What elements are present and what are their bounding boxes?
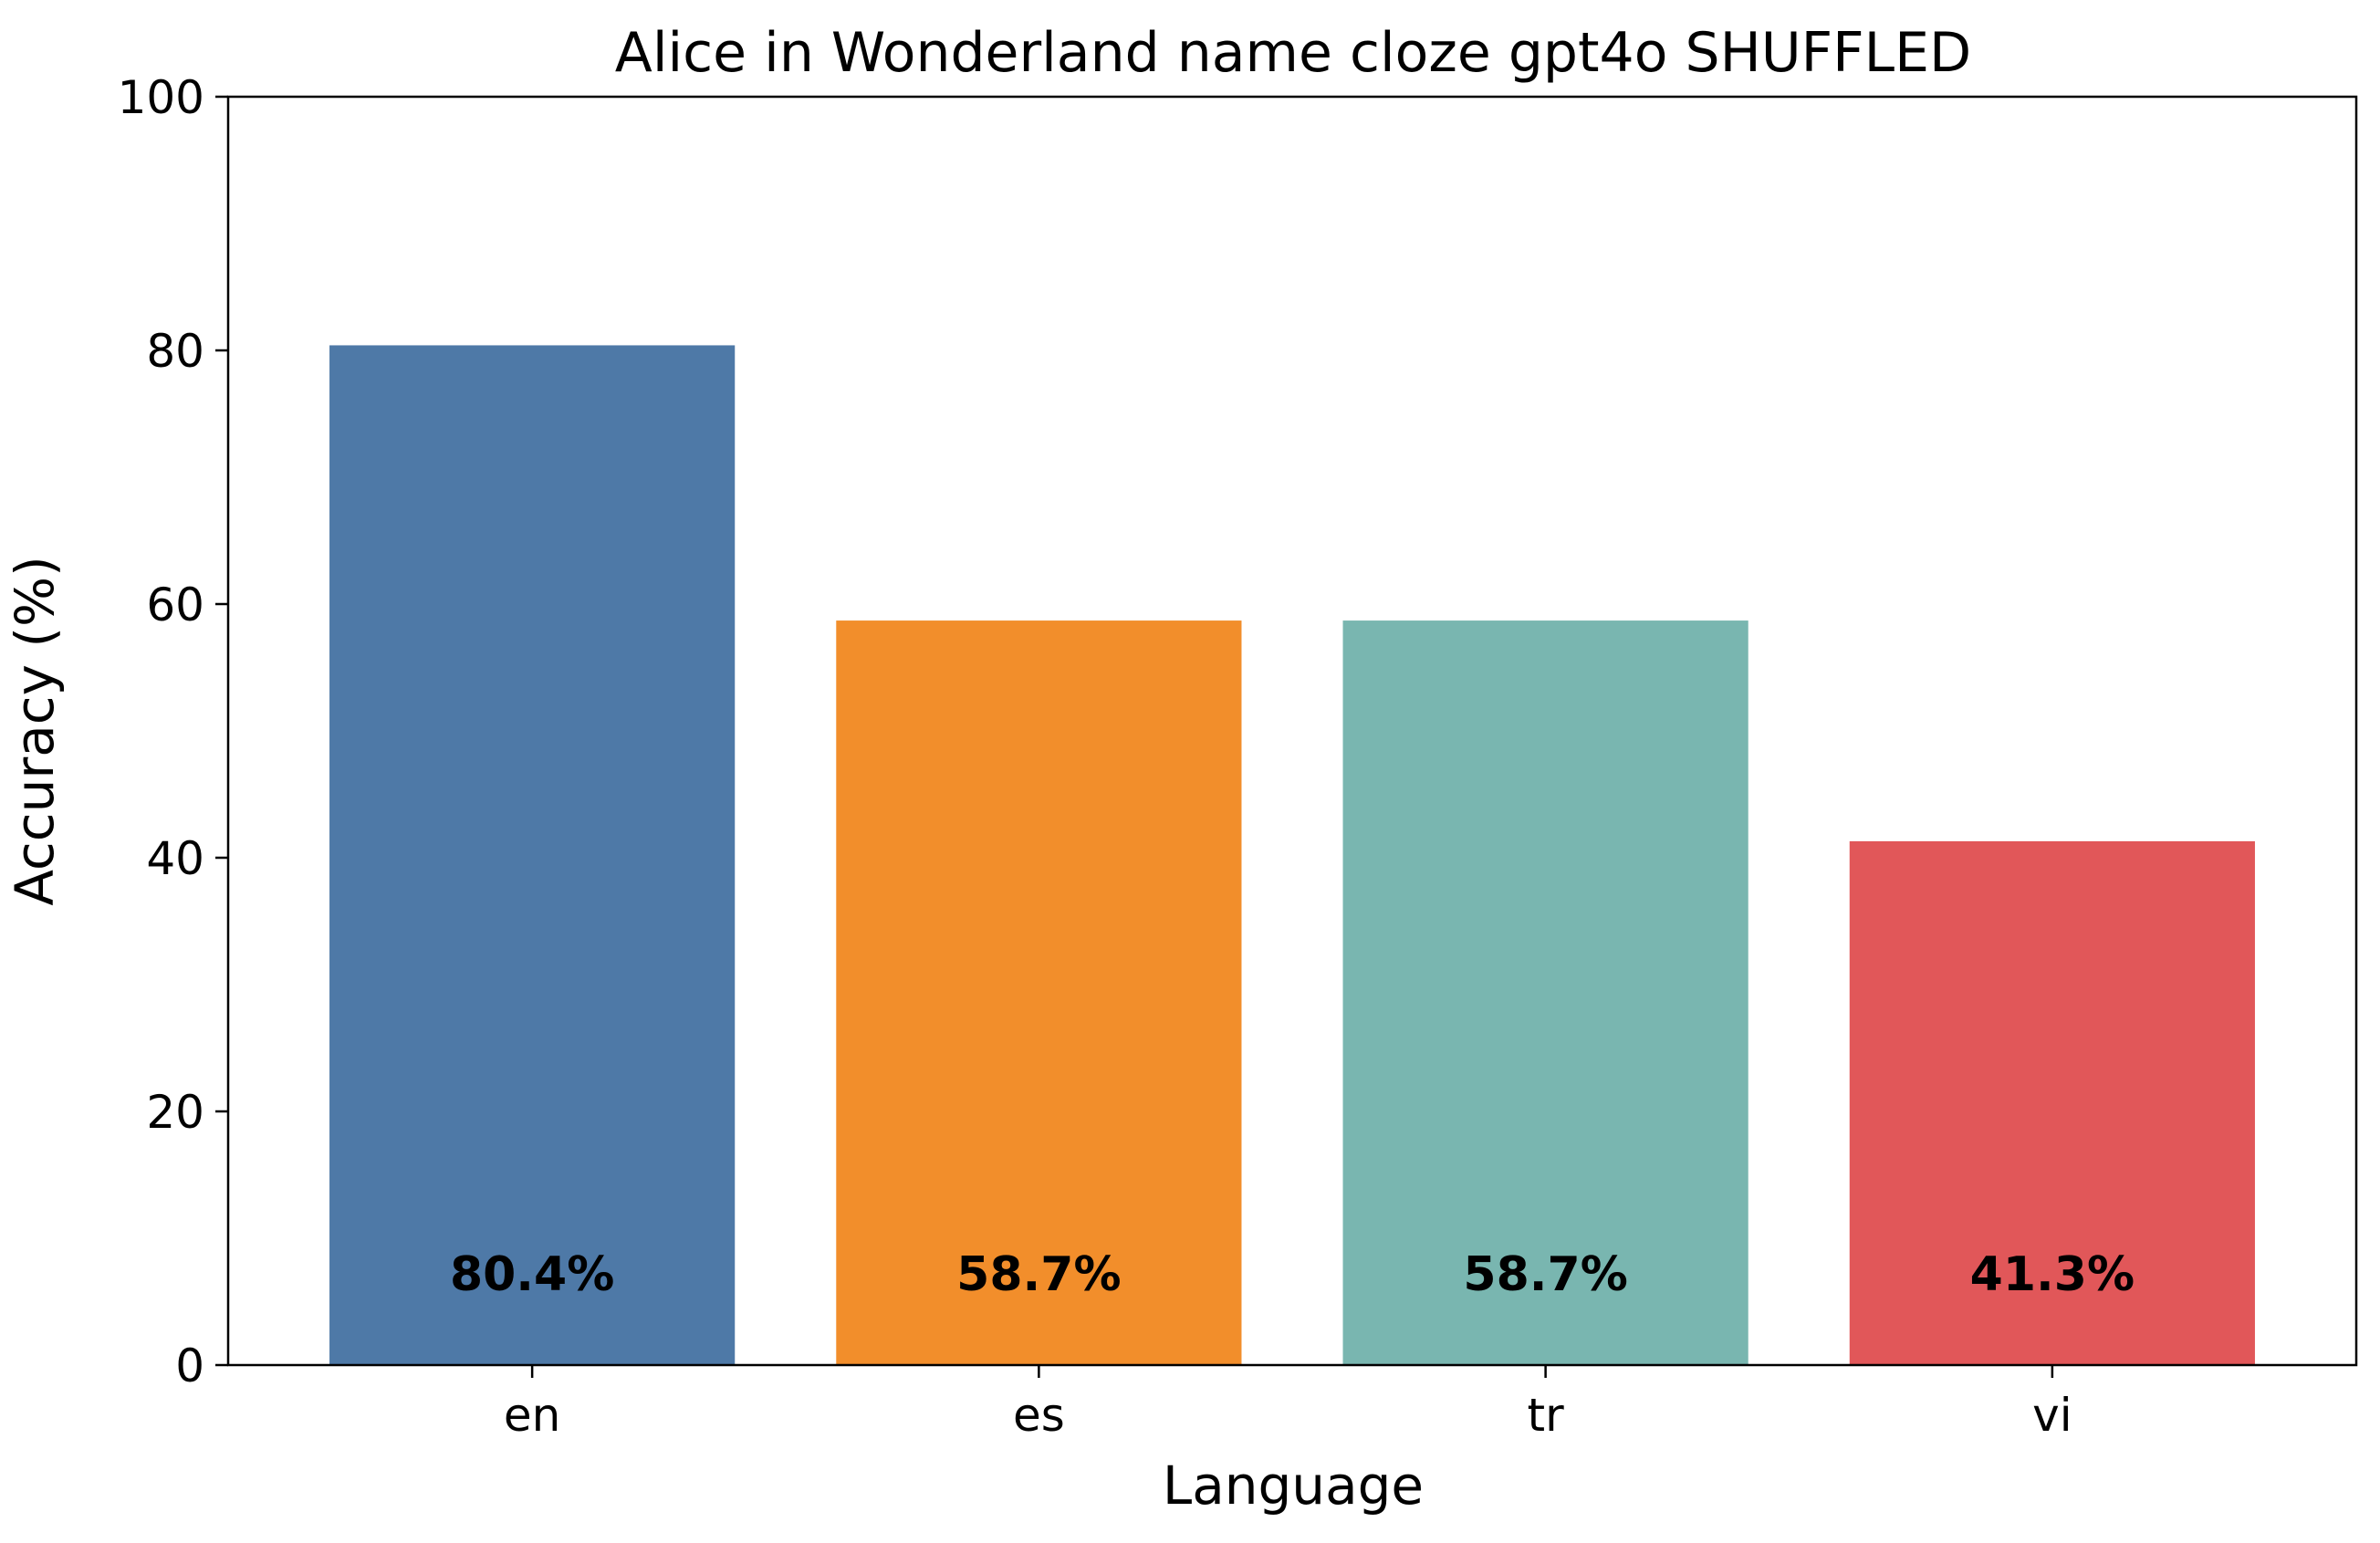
x-axis-label: Language [1163,1454,1424,1517]
x-tick-label-vi: vi [2032,1389,2072,1442]
bar-tr [1342,620,1748,1365]
data-label-tr: 58.7% [1463,1247,1627,1302]
data-label-es: 58.7% [956,1247,1121,1302]
bar-vi [1849,840,2255,1365]
y-tick-label-100: 100 [118,71,204,124]
data-label-vi: 41.3% [1970,1247,2135,1302]
x-tick-label-tr: tr [1528,1389,1565,1442]
y-axis: 0 20 40 60 80 100 [118,71,228,1392]
x-tick-label-es: es [1013,1389,1065,1442]
x-axis: en es tr vi [504,1365,2072,1442]
x-tick-label-en: en [504,1389,560,1442]
y-axis-label: Accuracy (%) [4,556,66,906]
bars-layer [329,345,2255,1366]
chart-title: Alice in Wonderland name cloze gpt4o SHU… [615,21,1971,85]
bar-en [329,345,736,1366]
y-tick-label-40: 40 [146,832,204,885]
bar-es [836,620,1242,1365]
data-labels-layer: 80.4% 58.7% 58.7% 41.3% [450,1247,2135,1302]
y-tick-label-20: 20 [146,1086,204,1139]
data-label-en: 80.4% [450,1247,614,1302]
y-tick-label-60: 60 [146,579,204,631]
y-tick-label-80: 80 [146,325,204,378]
plot-frame [226,95,2358,1367]
y-tick-label-0: 0 [175,1340,204,1392]
